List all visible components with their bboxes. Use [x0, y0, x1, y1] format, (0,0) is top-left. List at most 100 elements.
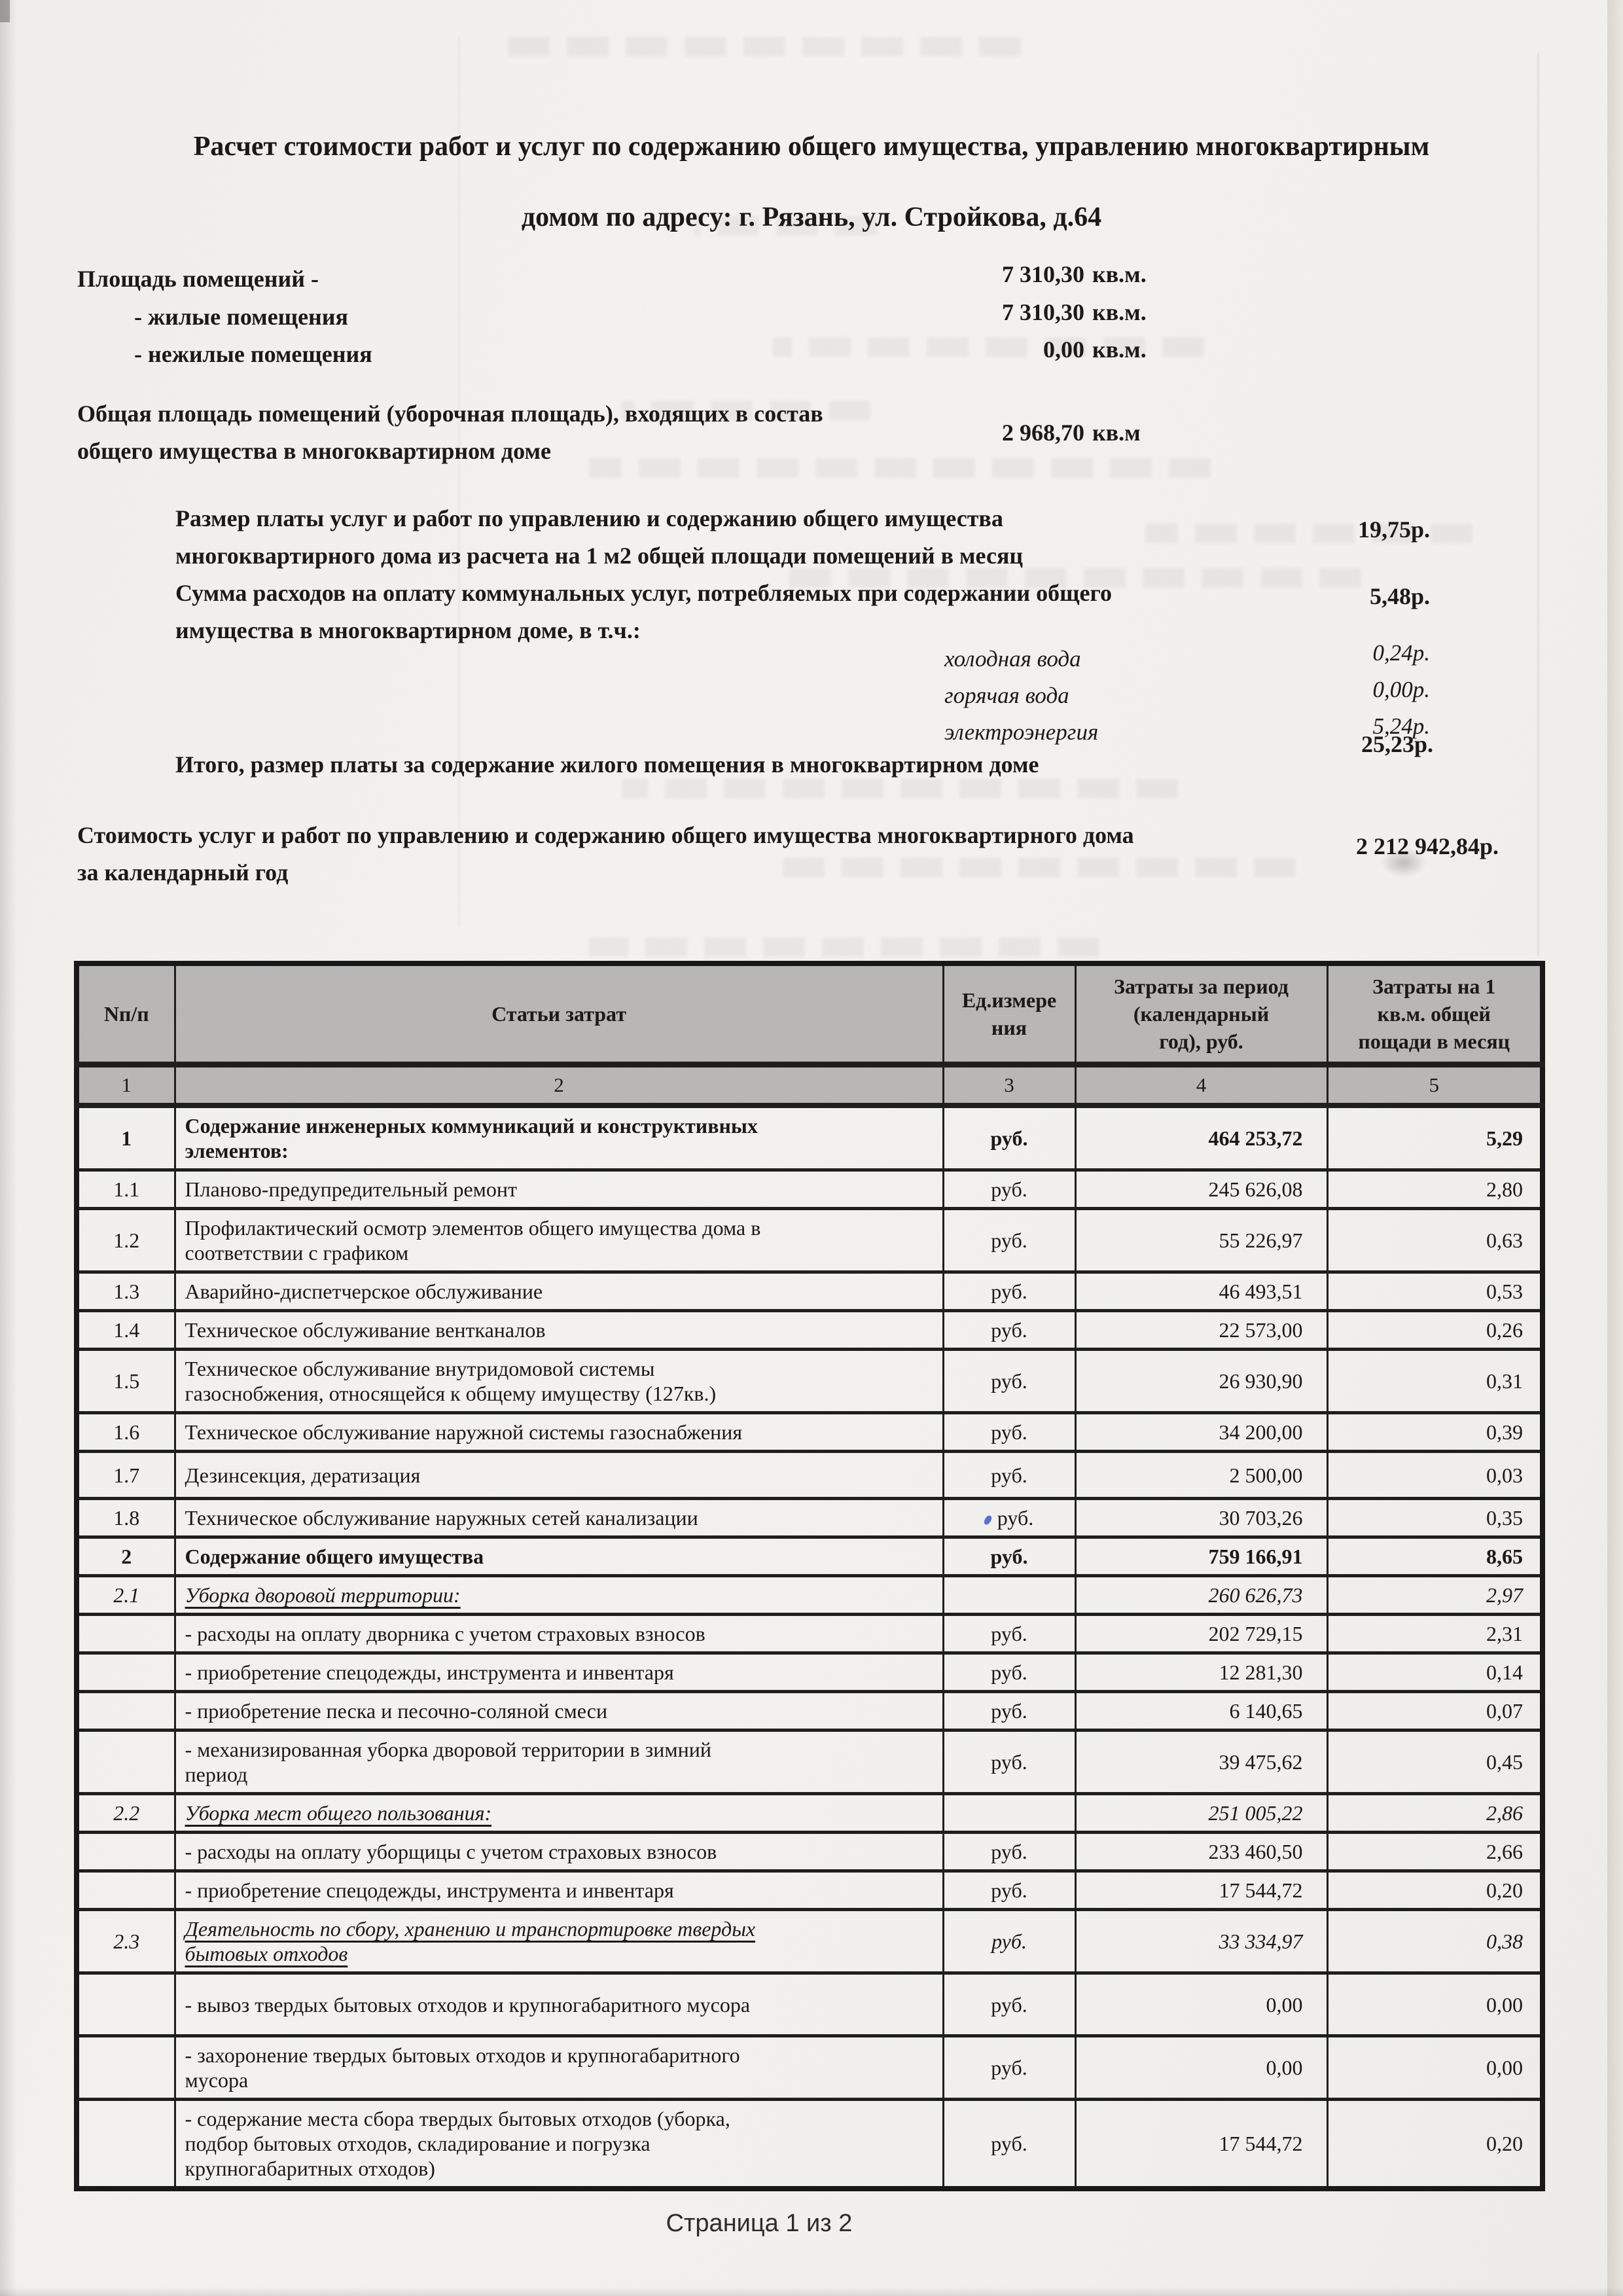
- cell-num: 1.2: [75, 1207, 176, 1274]
- cell-month-text: 8,65: [1486, 1545, 1523, 1568]
- cell-unit-text: руб.: [991, 1699, 1027, 1723]
- cell-num: 1.1: [75, 1168, 176, 1210]
- cell-unit-text: руб.: [990, 1545, 1028, 1568]
- table-row: - вывоз твердых бытовых отходов и крупно…: [75, 1971, 1544, 2037]
- cell-unit-text: руб.: [991, 1280, 1027, 1303]
- cell-label-text: - вывоз твердых бытовых отходов и крупно…: [185, 1992, 751, 2017]
- cell-label-text: - приобретение спецодежды, инструмента и…: [185, 1878, 674, 1902]
- cell-label-text: Уборка дворовой территории:: [185, 1583, 461, 1607]
- column-number: 1: [75, 1063, 176, 1108]
- cell-month: 2,31: [1326, 1613, 1544, 1655]
- cell-unit-text: руб.: [991, 1420, 1027, 1444]
- cell-unit-text: руб.: [991, 1840, 1027, 1863]
- cell-label-text: - приобретение песка и песочно-соляной с…: [185, 1699, 608, 1723]
- area-value: 7 310,30 кв.м.: [950, 260, 1147, 288]
- cell-num: 1: [75, 1103, 176, 1172]
- cell-label: - механизированная уборка дворовой терри…: [173, 1729, 944, 1795]
- cell-num: [75, 1690, 176, 1732]
- table-row: - приобретение песка и песочно-соляной с…: [75, 1690, 1544, 1732]
- header-year-cost: Затраты за период (календарный год), руб…: [1074, 961, 1329, 1067]
- cell-unit-text: руб.: [991, 1318, 1027, 1342]
- cell-label: Дезинсекция, дератизация: [173, 1450, 944, 1500]
- cell-label: - приобретение спецодежды, инструмента и…: [173, 1651, 944, 1693]
- management-fee-value: 19,75р.: [1357, 516, 1430, 543]
- hot-water-label: горячая вода: [944, 683, 1069, 708]
- cell-month-text: 0,39: [1486, 1420, 1523, 1444]
- cell-unit: руб.: [942, 1869, 1077, 1911]
- cell-year: 202 729,15: [1074, 1613, 1329, 1655]
- annual-cost-value: 2 212 942,84р.: [1355, 833, 1499, 859]
- cell-unit: руб.: [942, 1270, 1077, 1312]
- cell-month: 5,29: [1326, 1103, 1544, 1172]
- cell-num: [75, 2034, 176, 2101]
- cell-year: 0,00: [1074, 2034, 1329, 2101]
- annual-cost-label: Стоимость услуг и работ по управлению и …: [77, 822, 1134, 886]
- cell-label-text: Техническое обслуживание внутридомовой с…: [185, 1357, 717, 1405]
- cell-label: Техническое обслуживание вентканалов: [173, 1309, 944, 1351]
- cell-num: 1.4: [75, 1309, 176, 1351]
- cell-year-text: 759 166,91: [1208, 1545, 1303, 1568]
- cell-label: Профилактический осмотр элементов общего…: [173, 1207, 944, 1274]
- cell-unit: руб.: [942, 2098, 1077, 2191]
- cell-month: 0,00: [1326, 2034, 1544, 2101]
- cell-num: 1.6: [75, 1411, 176, 1453]
- non-residential-label: - нежилые помещения: [134, 341, 372, 367]
- cell-unit: руб.: [942, 1729, 1077, 1795]
- total-value: 25,23р.: [1361, 731, 1433, 757]
- cost-table-header: Nп/п Статьи затрат Ед.измере ния Затраты…: [75, 961, 1544, 1108]
- table-row: 2 Содержание общего имущества руб. 759 166,…: [75, 1535, 1544, 1577]
- cell-unit-text: руб.: [991, 1660, 1027, 1684]
- cell-label: - вывоз твердых бытовых отходов и крупно…: [173, 1971, 944, 2037]
- cell-month-text: 0,20: [1486, 1878, 1523, 1902]
- table-row: 1.5 Техническое обслуживание внутридомово…: [75, 1348, 1544, 1414]
- table-row: - механизированная уборка дворовой терри…: [75, 1729, 1544, 1795]
- cell-label: Аварийно-диспетчерское обслуживание: [173, 1270, 944, 1312]
- table-row: - захоронение твердых бытовых отходов и …: [75, 2034, 1544, 2101]
- column-number: 2: [173, 1063, 944, 1108]
- cell-unit: руб.: [942, 1411, 1077, 1453]
- total-label: Итого, размер платы за содержание жилого…: [175, 751, 1039, 778]
- cell-unit: руб.: [942, 1908, 1077, 1975]
- electricity-label: электроэнергия: [944, 719, 1099, 745]
- cell-label-text: Планово-предупредительный ремонт: [185, 1177, 518, 1201]
- cell-label-text: - приобретение спецодежды, инструмента и…: [185, 1660, 674, 1684]
- cell-num-text: 1.8: [113, 1506, 140, 1530]
- cell-month-text: 0,14: [1486, 1660, 1523, 1684]
- cell-year-text: 12 281,30: [1219, 1660, 1303, 1684]
- cell-label: - приобретение песка и песочно-соляной с…: [173, 1690, 944, 1732]
- cell-unit: руб.: [942, 1207, 1077, 1274]
- cell-unit: руб.: [942, 1168, 1077, 1210]
- cell-num-text: 1.2: [113, 1229, 140, 1252]
- non-residential-value: 0,00 кв.м.: [950, 336, 1147, 363]
- cell-month: 0,53: [1326, 1270, 1544, 1312]
- cell-month-text: 0,07: [1486, 1699, 1523, 1723]
- utilities-label: Сумма расходов на оплату коммунальных ус…: [175, 580, 1112, 643]
- cell-num-text: 1.5: [113, 1369, 140, 1393]
- table-row: 2.1 Уборка дворовой территории: 260 626,73…: [75, 1574, 1544, 1616]
- cell-num-text: 1.1: [113, 1177, 140, 1201]
- common-area-value: 2 968,70 кв.м: [950, 419, 1141, 446]
- cell-label: Содержание инженерных коммуникаций и кон…: [173, 1103, 944, 1172]
- cell-month-text: 0,31: [1486, 1369, 1523, 1393]
- cell-unit: руб.: [942, 1971, 1077, 2037]
- cell-num: 1.3: [75, 1270, 176, 1312]
- cell-num-text: 2: [121, 1545, 132, 1568]
- utilities-value: 5,48р.: [1369, 583, 1430, 609]
- cell-unit: руб.: [942, 1348, 1077, 1414]
- cell-year: 0,00: [1074, 1971, 1329, 2037]
- cell-unit: руб.: [942, 1103, 1077, 1172]
- table-row: 1.4 Техническое обслуживание вентканалов р…: [75, 1309, 1544, 1351]
- column-number-row: 1 2 3 4 5: [75, 1063, 1544, 1108]
- cell-year: 251 005,22: [1074, 1792, 1329, 1834]
- cell-num-text: 1.6: [113, 1420, 140, 1444]
- cell-year: 26 930,90: [1074, 1348, 1329, 1414]
- cell-year-text: 46 493,51: [1219, 1280, 1303, 1303]
- cell-label-text: - расходы на оплату уборщицы с учетом ст…: [185, 1840, 717, 1863]
- cell-label-text: - содержание места сбора твердых бытовых…: [185, 2107, 730, 2180]
- cell-month: 0,39: [1326, 1411, 1544, 1453]
- page-number: Страница 1 из 2: [666, 2210, 853, 2237]
- residential-label: - жилые помещения: [134, 304, 349, 330]
- table-row: 1.1 Планово-предупредительный ремонт руб. 2…: [75, 1168, 1544, 1210]
- cell-year-text: 2 500,00: [1229, 1463, 1303, 1487]
- cell-num: 1.7: [75, 1450, 176, 1500]
